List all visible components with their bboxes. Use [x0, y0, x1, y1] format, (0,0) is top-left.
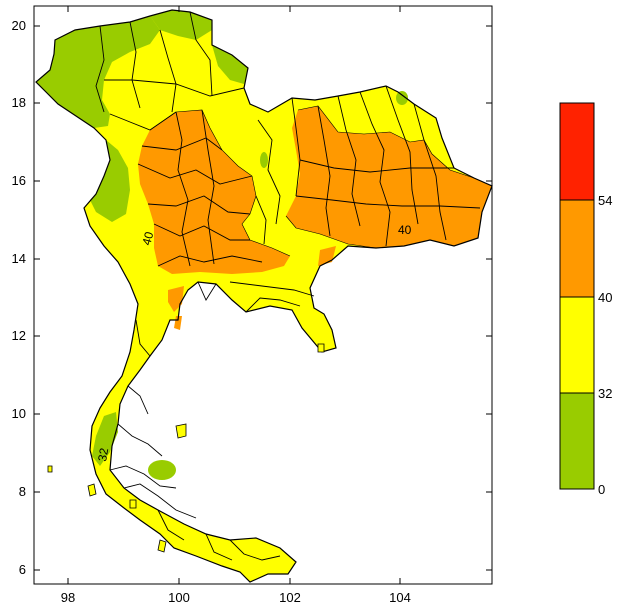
colorbar-segment-yellow [560, 297, 594, 393]
colorbar-segment-green [560, 393, 594, 489]
colorbar-segment-red [560, 103, 594, 200]
thailand-map: 40 40 32 [35, 9, 493, 583]
green-region-northeast-spot [396, 91, 408, 105]
country-outline [35, 9, 493, 583]
green-region-south-west [92, 412, 118, 466]
orange-region-east-border [318, 246, 336, 266]
y-tick-label: 12 [12, 328, 26, 343]
colorbar-label: 54 [598, 193, 612, 208]
colorbar [559, 102, 595, 490]
colorbar-label: 0 [598, 482, 605, 497]
colorbar-segment-orange [560, 200, 594, 297]
colorbar-label: 32 [598, 386, 612, 401]
x-tick-label: 102 [279, 590, 301, 605]
y-tick-label: 16 [12, 173, 26, 188]
orange-region-central [138, 110, 290, 274]
x-tick-label: 104 [389, 590, 411, 605]
colorbar-frame [559, 102, 595, 490]
green-region-west [90, 140, 130, 222]
contour-label-40-west: 40 [139, 230, 156, 247]
green-region-central-spot [260, 152, 268, 168]
green-region-northwest [36, 16, 160, 128]
green-region-north [150, 10, 212, 40]
y-tick-label: 20 [12, 18, 26, 33]
contour-label-32-south: 32 [95, 447, 111, 463]
green-region-south-spot [148, 460, 176, 480]
green-region-northeast-corner [212, 45, 248, 84]
y-tick-label: 8 [19, 484, 26, 499]
y-axis [34, 25, 492, 571]
y-tick-label: 6 [19, 562, 26, 577]
colorbar-label: 40 [598, 290, 612, 305]
x-tick-label: 100 [168, 590, 190, 605]
y-tick-label: 18 [12, 95, 26, 110]
x-axis [67, 6, 401, 584]
islands [47, 343, 325, 553]
province-boundaries [95, 11, 481, 561]
contour-label-40-east: 40 [398, 223, 412, 237]
y-tick-label: 10 [12, 406, 26, 421]
x-tick-label: 98 [61, 590, 75, 605]
y-tick-label: 14 [12, 251, 26, 266]
